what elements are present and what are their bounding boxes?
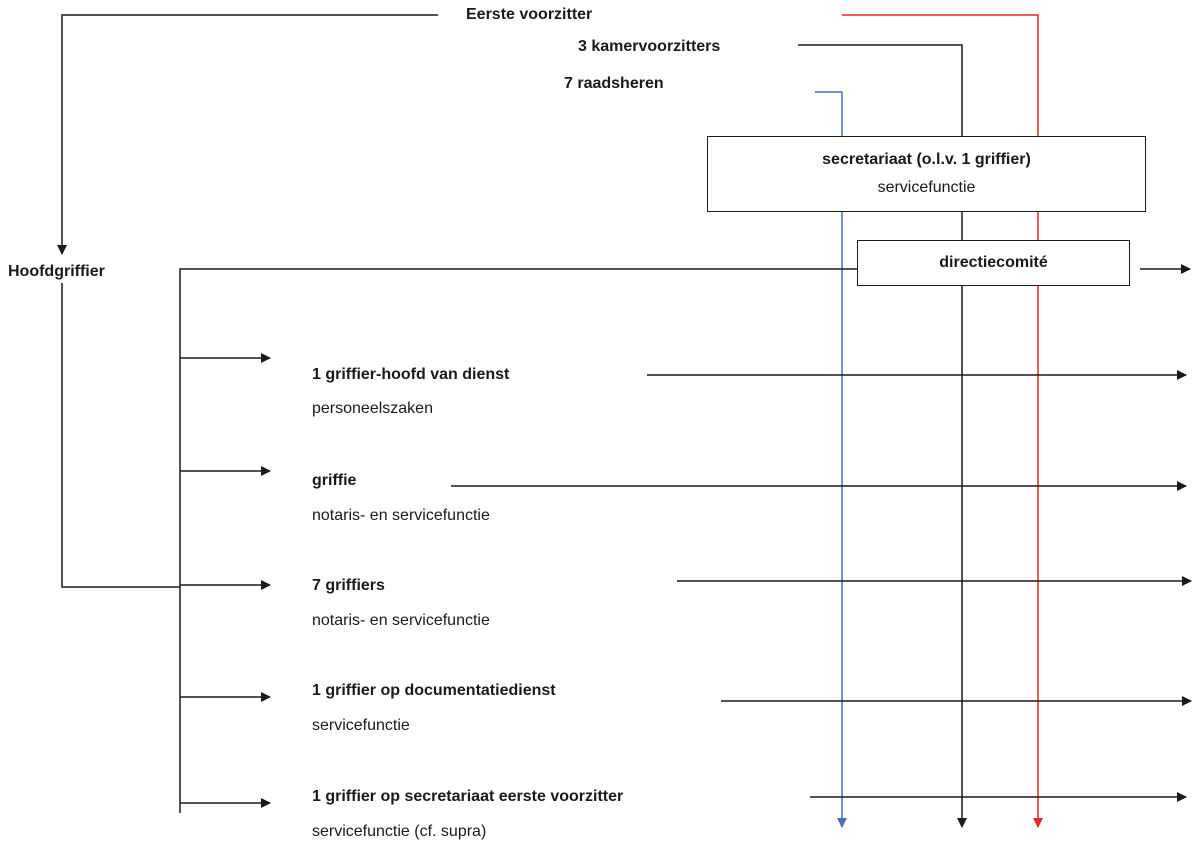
secretariaat-title: secretariaat (o.l.v. 1 griffier) <box>822 151 1031 168</box>
label-kamervoorzitters: 3 kamervoorzitters <box>578 38 721 55</box>
line-kamervoorzitters <box>798 44 967 828</box>
unit-4-title: 1 griffier op documentatiedienst <box>312 682 556 699</box>
label-eerste-voorzitter: Eerste voorzitter <box>466 6 593 23</box>
line-eerste-voorzitter-to-hoofdgriffier <box>57 14 438 255</box>
unit-2-title: griffie <box>312 472 357 489</box>
unit-5-subtitle: servicefunctie (cf. supra) <box>312 823 487 840</box>
line-hoofdgriffier-down <box>61 283 180 588</box>
unit-4-subtitle: servicefunctie <box>312 717 410 734</box>
line-raadsheren-blue <box>815 91 847 828</box>
unit-1-subtitle: personeelszaken <box>312 400 433 417</box>
label-hoofdgriffier: Hoofdgriffier <box>8 262 105 282</box>
directiecomite-box: directiecomité <box>857 240 1130 286</box>
line-directiecomite-bracket <box>179 268 858 813</box>
unit-3-subtitle: notaris- en servicefunctie <box>312 612 490 629</box>
directiecomite-label: directiecomité <box>939 254 1048 271</box>
unit-2-subtitle: notaris- en servicefunctie <box>312 507 490 524</box>
line-eerste-voorzitter-red <box>842 14 1043 828</box>
label-raadsheren: 7 raadsheren <box>564 75 664 92</box>
secretariaat-subtitle: servicefunctie <box>877 179 976 196</box>
secretariaat-box: secretariaat (o.l.v. 1 griffier) service… <box>707 136 1146 212</box>
unit-1-title: 1 griffier-hoofd van dienst <box>312 366 510 383</box>
unit-5-title: 1 griffier op secretariaat eerste voorzi… <box>312 788 624 805</box>
unit-3-title: 7 griffiers <box>312 577 385 594</box>
